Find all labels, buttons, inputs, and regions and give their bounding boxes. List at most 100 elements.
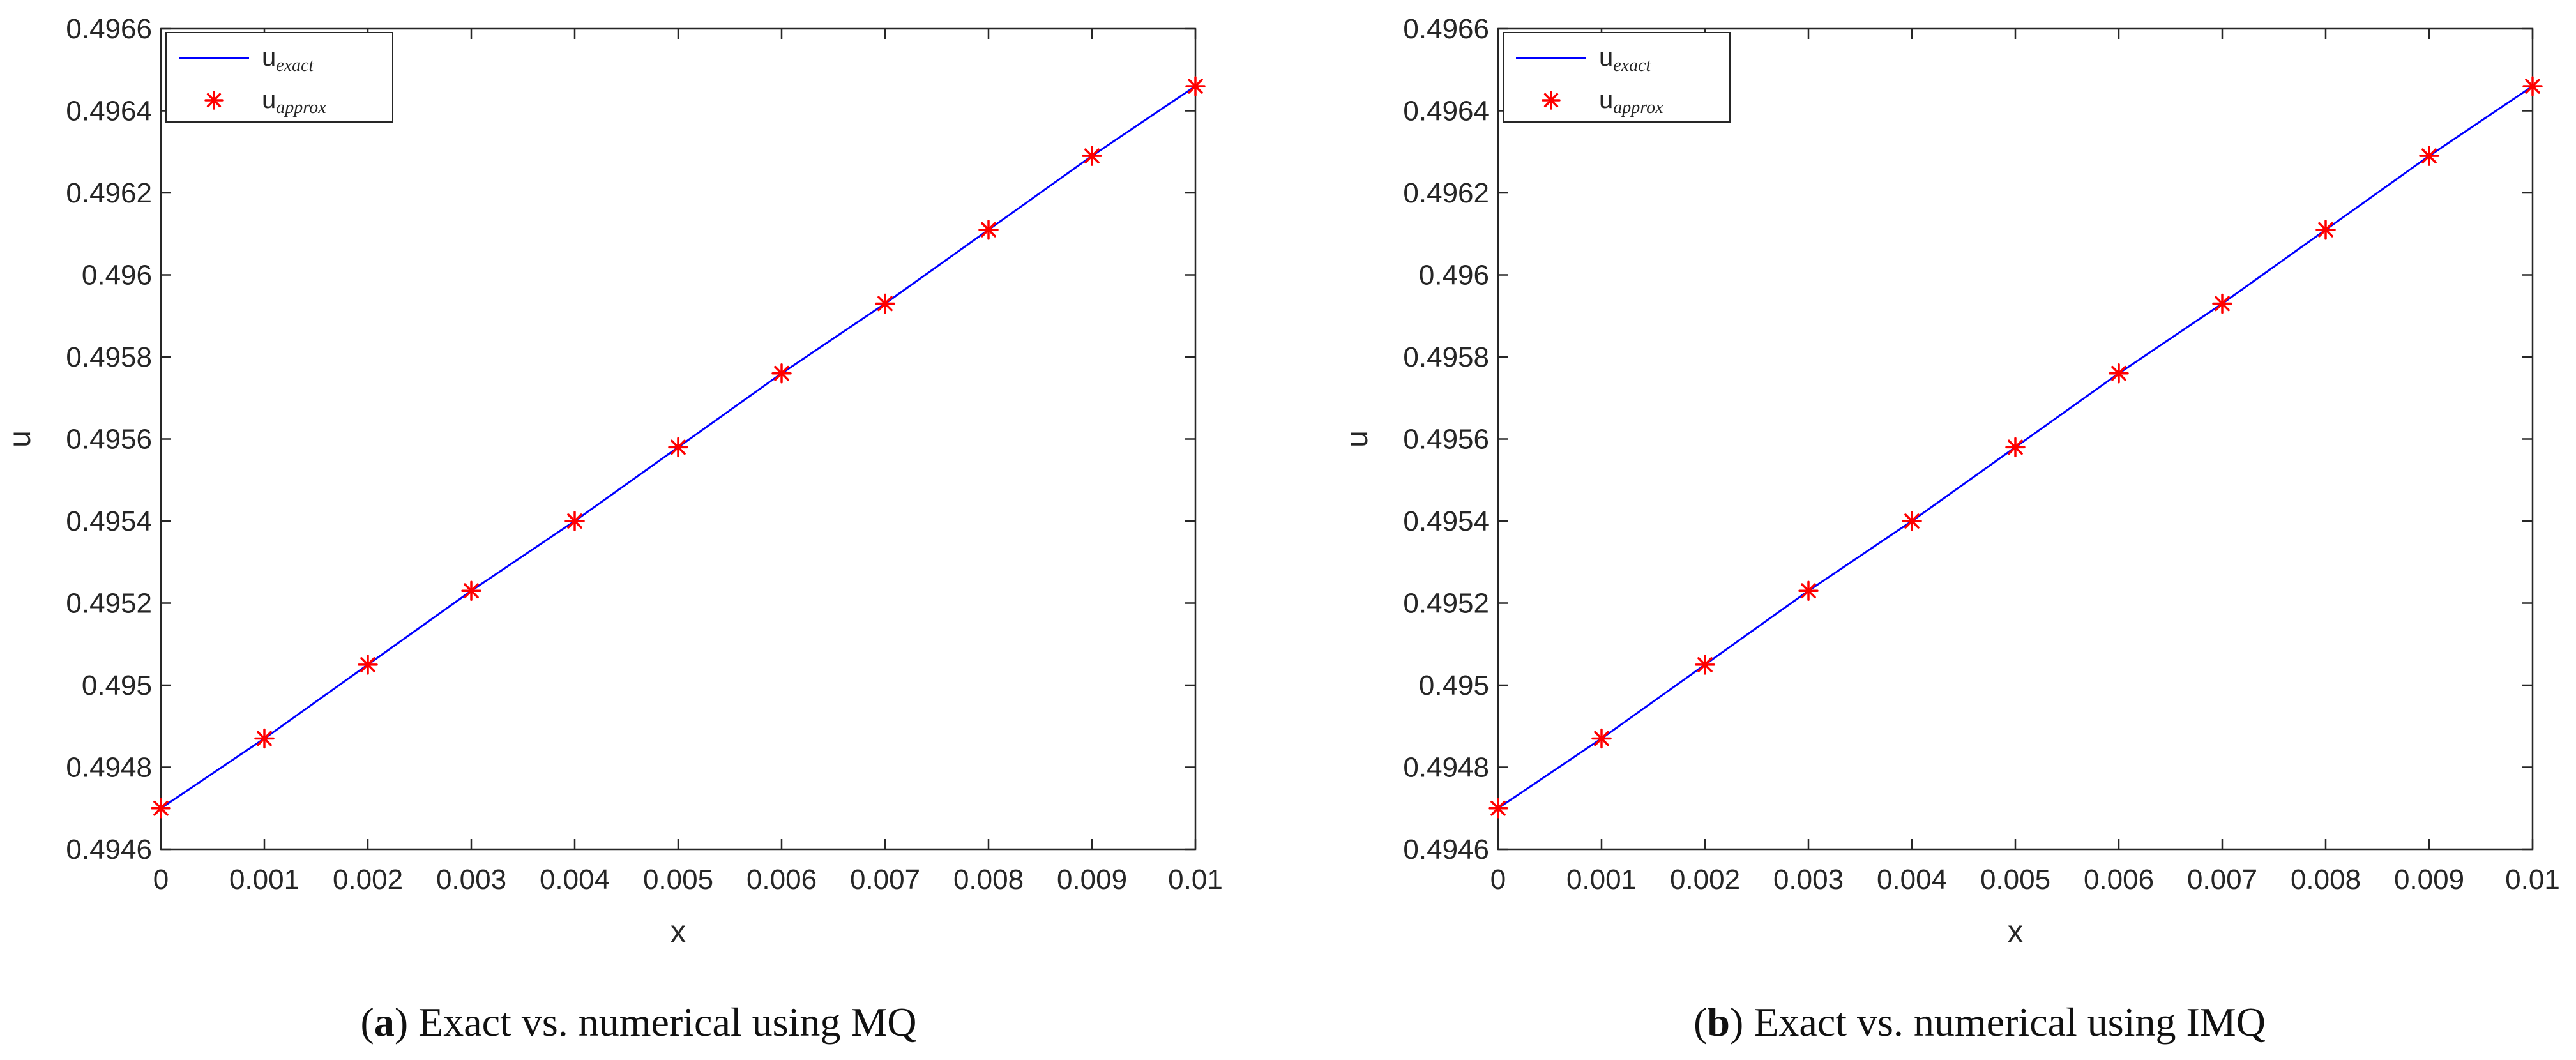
caption-letter: a <box>374 999 395 1045</box>
caption-text: Exact vs. numerical using MQ <box>418 999 916 1045</box>
data-point-u-approx <box>2005 437 2026 458</box>
data-point-u-approx <box>1082 146 1102 166</box>
y-tick-label: 0.496 <box>82 260 152 291</box>
caption: (b) Exact vs. numerical using IMQ <box>1693 999 2266 1045</box>
legend-label-base: u <box>262 86 276 114</box>
y-tick-label: 0.4946 <box>1403 834 1489 865</box>
marker-stroke <box>2525 79 2540 94</box>
y-tick-label: 0.4954 <box>66 506 152 537</box>
legend: uexact uapprox <box>1503 32 1731 123</box>
caption-text: Exact vs. numerical using IMQ <box>1754 999 2266 1045</box>
chart-panel-a: 0 0.001 0.002 0.003 0.004 0.005 0.006 0.007 0.00… <box>3 13 1223 1045</box>
marker-stroke <box>981 222 996 238</box>
y-tick-label: 0.4948 <box>66 752 152 784</box>
data-point-u-approx <box>1591 728 1612 749</box>
x-tick-label: 0.001 <box>229 864 299 895</box>
marker-stroke <box>1490 800 1506 816</box>
y-tick-label: 0.4964 <box>66 96 152 127</box>
y-tick-label: 0.4946 <box>66 834 152 865</box>
marker-stroke <box>774 365 789 381</box>
legend-marker-swatch <box>1542 91 1561 110</box>
x-tick-label: 0.008 <box>953 864 1024 895</box>
y-tick-label: 0.4964 <box>1403 96 1489 127</box>
data-point-u-approx <box>2419 146 2439 166</box>
y-tick-label: 0.4962 <box>66 178 152 209</box>
data-point-u-approx <box>358 655 378 675</box>
y-tick-label: 0.496 <box>1419 260 1489 291</box>
x-tick-label: 0.007 <box>2187 864 2257 895</box>
legend-label: uapprox <box>262 86 326 117</box>
x-axis-label: x <box>2008 915 2023 949</box>
marker-stroke <box>1697 657 1713 672</box>
y-tick-label: 0.495 <box>1419 670 1489 701</box>
data-point-u-approx <box>668 437 688 458</box>
data-point-u-approx <box>771 363 792 384</box>
marker-stroke <box>2008 439 2023 455</box>
marker-stroke <box>257 731 272 746</box>
data-point-u-approx <box>2522 76 2543 96</box>
caption-letter: b <box>1707 999 1730 1045</box>
y-tick-label: 0.495 <box>82 670 152 701</box>
marker-stroke <box>671 439 686 455</box>
marker-stroke <box>153 800 169 816</box>
data-point-u-approx <box>1695 655 1715 675</box>
marker-stroke <box>2215 296 2230 312</box>
y-tick-label: 0.4958 <box>1403 342 1489 373</box>
legend-label-subscript: exact <box>1613 56 1651 75</box>
data-point-u-approx <box>1488 798 1508 819</box>
y-axis-label: u <box>3 430 37 448</box>
caption-paren-close: ) <box>395 999 418 1045</box>
marker-stroke <box>360 657 375 672</box>
legend-label: uapprox <box>1599 86 1663 117</box>
x-tick-label: 0.008 <box>2291 864 2361 895</box>
marker-stroke <box>1084 148 1100 164</box>
x-tick-label: 0.006 <box>2084 864 2154 895</box>
marker-stroke <box>877 296 893 312</box>
y-tick-label: 0.4948 <box>1403 752 1489 784</box>
data-point-u-approx <box>254 728 275 749</box>
y-tick-label: 0.4966 <box>66 13 152 45</box>
x-tick-label: 0.009 <box>2394 864 2464 895</box>
x-tick-label: 0 <box>153 864 169 895</box>
legend-label-base: u <box>262 43 276 72</box>
legend-label: uexact <box>262 43 315 75</box>
x-tick-label: 0.01 <box>1168 864 1223 895</box>
y-axis-label: u <box>1340 430 1374 448</box>
legend-label-subscript: exact <box>276 56 314 75</box>
legend-box <box>1503 32 1731 123</box>
x-tick-label: 0.005 <box>1980 864 2050 895</box>
x-tick-label: 0.001 <box>1566 864 1637 895</box>
data-point-u-approx <box>2109 363 2129 384</box>
x-tick-label: 0.009 <box>1057 864 1127 895</box>
data-point-u-approx <box>875 293 895 314</box>
x-tick-label: 0.006 <box>746 864 817 895</box>
marker-stroke <box>2318 222 2333 238</box>
x-tick-label: 0.01 <box>2505 864 2560 895</box>
caption-paren-close: ) <box>1730 999 1754 1045</box>
marker-stroke <box>464 583 479 599</box>
legend-label-subscript: approx <box>276 98 326 117</box>
y-tick-label: 0.4954 <box>1403 506 1489 537</box>
legend-label-base: u <box>1599 43 1613 72</box>
marker-stroke <box>1594 731 1609 746</box>
caption-paren-open: ( <box>1693 999 1707 1045</box>
data-point-u-approx <box>1185 76 1206 96</box>
x-tick-label: 0.007 <box>850 864 920 895</box>
x-tick-label: 0.004 <box>540 864 610 895</box>
data-point-u-approx <box>978 220 999 240</box>
legend-label-base: u <box>1599 86 1613 114</box>
data-point-u-approx <box>1902 511 1922 531</box>
x-tick-label: 0.002 <box>1670 864 1740 895</box>
marker-stroke <box>1188 79 1203 94</box>
y-tick-label: 0.4958 <box>66 342 152 373</box>
marker-stroke <box>2111 365 2126 381</box>
data-point-u-approx <box>2212 293 2232 314</box>
x-axis-label: x <box>671 915 686 949</box>
data-point-u-approx <box>151 798 171 819</box>
marker-stroke <box>1801 583 1816 599</box>
data-point-u-approx <box>461 580 481 601</box>
x-tick-label: 0.003 <box>1773 864 1844 895</box>
caption: (a) Exact vs. numerical using MQ <box>361 999 917 1045</box>
